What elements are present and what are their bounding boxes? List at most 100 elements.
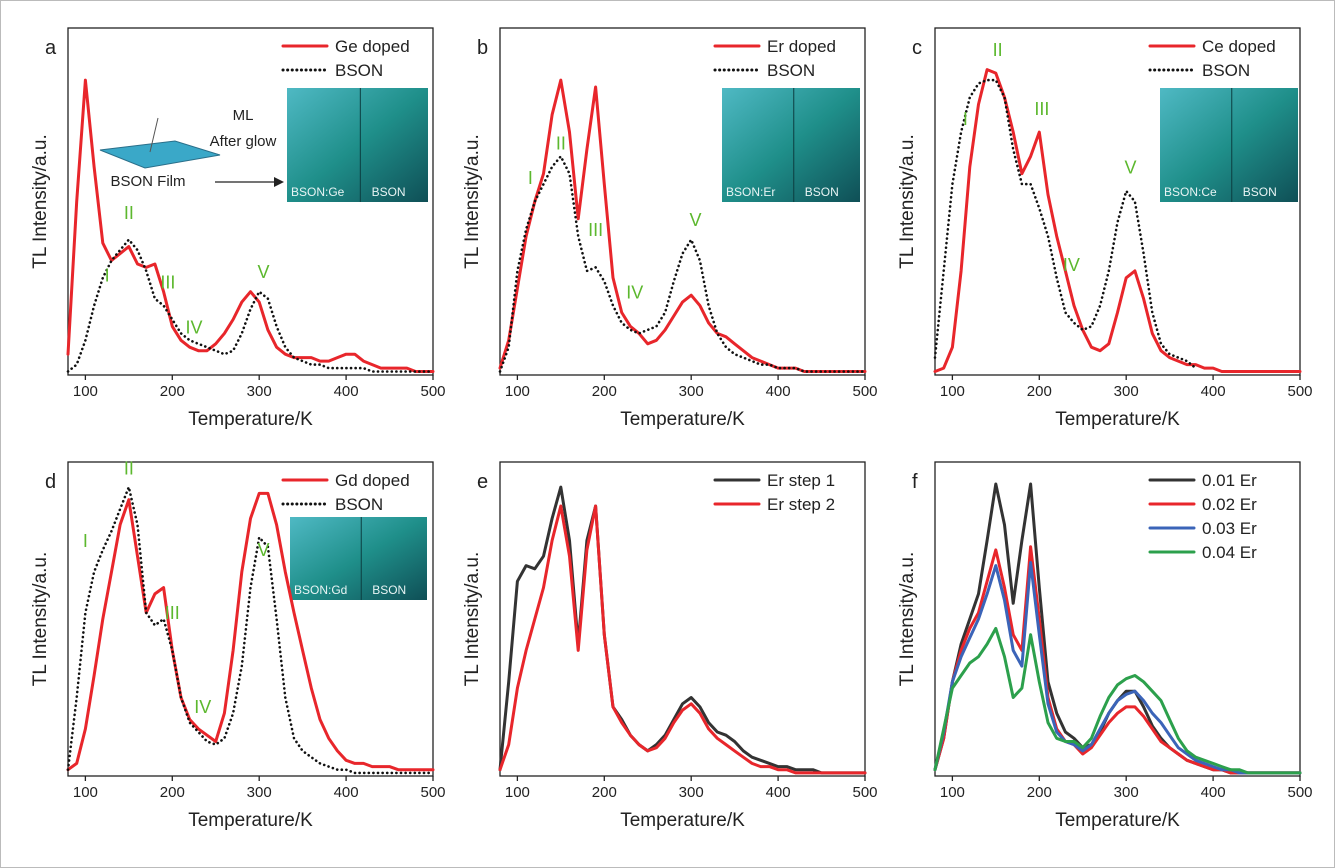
x-tick-label: 500 <box>852 383 877 400</box>
legend-label: Er doped <box>767 37 836 56</box>
panel-label: c <box>912 37 922 59</box>
legend-label: BSON <box>1202 61 1250 80</box>
plot-frame <box>499 27 866 376</box>
series-line <box>66 491 435 772</box>
x-tick-label: 400 <box>766 784 791 801</box>
peak-annotation: I <box>528 168 533 188</box>
peak-annotation: I <box>83 531 88 551</box>
series-line <box>498 485 867 775</box>
panel-label: a <box>45 37 57 59</box>
panel-label: f <box>912 471 918 493</box>
peak-annotation: V <box>1125 158 1137 178</box>
plot-frame <box>934 27 1301 376</box>
x-tick-label: 500 <box>852 784 877 801</box>
x-tick-label: 200 <box>160 383 185 400</box>
x-axis-label: Temperature/K <box>620 409 745 430</box>
legend-label: Er step 1 <box>767 471 835 490</box>
x-tick-label: 400 <box>1201 383 1226 400</box>
x-tick-label: 100 <box>940 784 965 801</box>
y-axis-label: TL Intensity/a.u. <box>462 134 483 268</box>
x-tick-label: 500 <box>1287 383 1312 400</box>
series-line <box>933 561 1302 775</box>
series-line <box>933 78 1197 370</box>
peak-annotation: V <box>690 210 702 230</box>
x-tick-label: 400 <box>766 383 791 400</box>
y-axis-label: TL Intensity/a.u. <box>462 552 483 686</box>
inset-photo <box>290 517 427 600</box>
inset-label: BSON <box>805 185 839 199</box>
peak-annotation: II <box>993 40 1003 60</box>
x-tick-label: 400 <box>1201 784 1226 801</box>
peak-annotation: IV <box>1063 255 1080 275</box>
inset-note: ML <box>233 107 254 124</box>
x-tick-label: 300 <box>247 784 272 801</box>
x-tick-label: 100 <box>73 784 98 801</box>
inset-label: BSON <box>372 185 406 199</box>
series-line <box>66 78 435 373</box>
series-line <box>66 238 435 373</box>
x-tick-label: 300 <box>679 383 704 400</box>
inset-note: After glow <box>210 133 277 150</box>
plot-frame <box>499 461 866 777</box>
x-tick-label: 100 <box>73 383 98 400</box>
inset-label: BSON:Ge <box>291 185 345 199</box>
x-tick-label: 400 <box>334 383 359 400</box>
inset-label: BSON:Ce <box>1164 185 1217 199</box>
inset-photo <box>722 88 860 202</box>
x-tick-label: 500 <box>420 383 445 400</box>
peak-annotation: II <box>124 459 134 479</box>
peak-annotation: III <box>1034 99 1049 119</box>
x-tick-label: 500 <box>1287 784 1312 801</box>
x-axis-label: Temperature/K <box>1055 409 1180 430</box>
peak-annotation: V <box>258 540 270 560</box>
series-line <box>498 504 867 775</box>
series-line <box>498 78 867 373</box>
panel-label: e <box>477 471 488 493</box>
panel-label: d <box>45 471 56 493</box>
x-tick-label: 200 <box>592 784 617 801</box>
legend-label: BSON <box>767 61 815 80</box>
panel-label: b <box>477 37 488 59</box>
legend-label: Ce doped <box>1202 37 1276 56</box>
film-icon <box>99 140 221 169</box>
x-tick-label: 300 <box>679 784 704 801</box>
legend-label: BSON <box>335 495 383 514</box>
inset-photo <box>287 88 428 202</box>
x-tick-label: 400 <box>334 784 359 801</box>
peak-annotation: IV <box>626 283 643 303</box>
inset-label: BSON:Gd <box>294 583 347 597</box>
series-line <box>933 626 1302 775</box>
y-axis-label: TL Intensity/a.u. <box>897 134 918 268</box>
plot-frame <box>67 461 434 777</box>
x-tick-label: 300 <box>1114 784 1139 801</box>
peak-annotation: V <box>258 262 270 282</box>
x-tick-label: 300 <box>1114 383 1139 400</box>
x-tick-label: 100 <box>940 383 965 400</box>
x-tick-label: 200 <box>1027 383 1052 400</box>
x-tick-label: 200 <box>1027 784 1052 801</box>
y-axis-label: TL Intensity/a.u. <box>897 552 918 686</box>
x-tick-label: 200 <box>592 383 617 400</box>
peak-annotation: III <box>160 272 175 292</box>
peak-annotation: III <box>165 603 180 623</box>
peak-annotation: IV <box>186 317 203 337</box>
peak-annotation: I <box>105 265 110 285</box>
legend-label: 0.02 Er <box>1202 495 1257 514</box>
inset-photo <box>1160 88 1298 202</box>
series-line <box>933 68 1302 373</box>
peak-annotation: II <box>124 203 134 223</box>
series-line <box>66 485 435 775</box>
x-axis-label: Temperature/K <box>1055 810 1180 831</box>
legend-label: 0.01 Er <box>1202 471 1257 490</box>
inset-label: BSON <box>1243 185 1277 199</box>
x-axis-label: Temperature/K <box>188 810 313 831</box>
x-tick-label: 200 <box>160 784 185 801</box>
film-pointer <box>149 117 159 153</box>
x-axis-label: Temperature/K <box>188 409 313 430</box>
arrow-head <box>274 177 284 187</box>
inset-label: BSON:Er <box>726 185 775 199</box>
peak-annotation: IV <box>194 697 211 717</box>
x-tick-label: 300 <box>247 383 272 400</box>
